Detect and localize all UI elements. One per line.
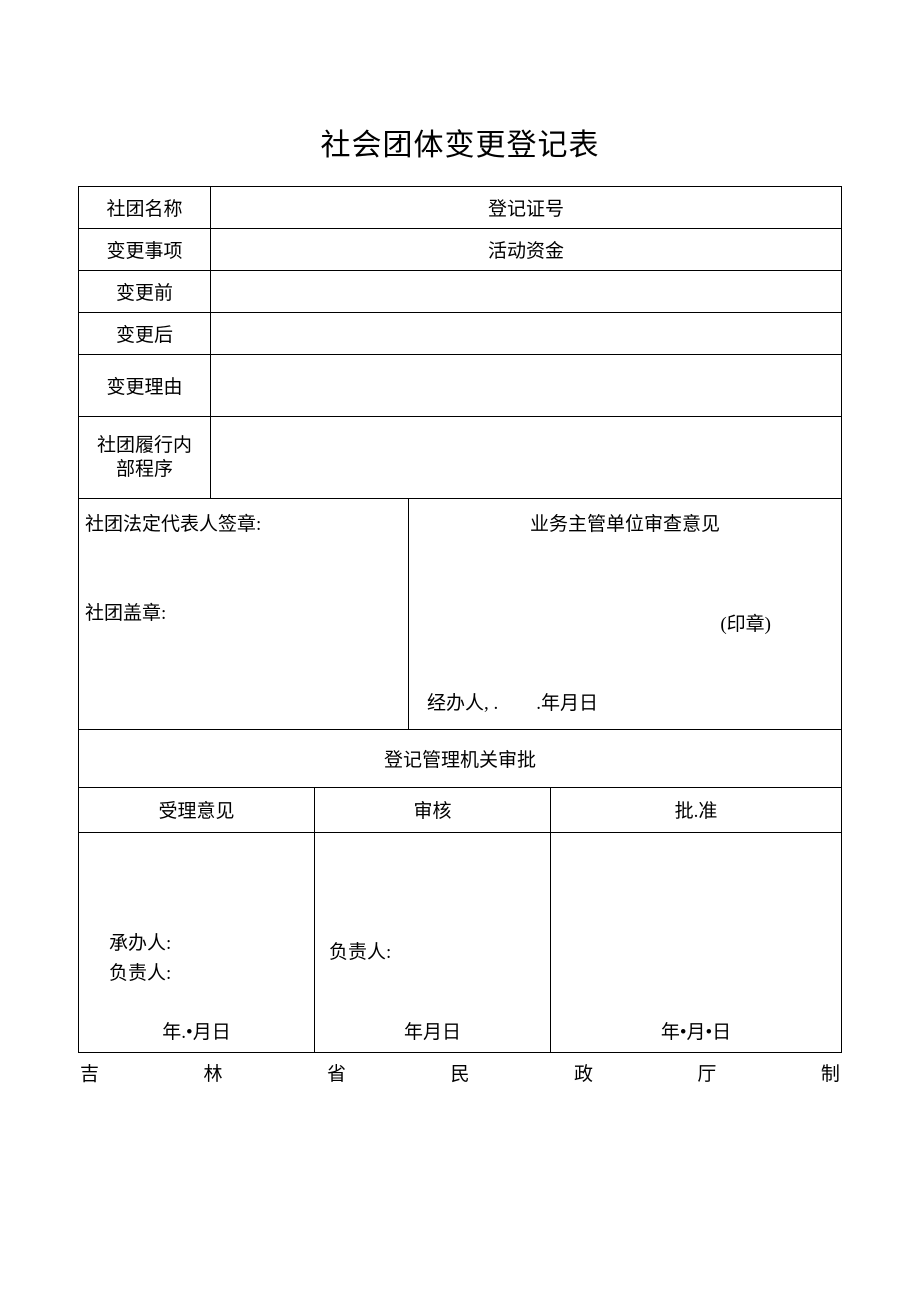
col1-lines: 承办人: 负责人: — [109, 929, 171, 989]
before-value[interactable] — [211, 271, 842, 313]
sig-right-cell: 业务主管单位审查意见 (印章) 经办人, . .年月日 — [409, 499, 842, 729]
col2-line1: 负责人: — [329, 937, 391, 964]
page-title: 社会团体变更登记表 — [78, 120, 842, 164]
col1-inner: 承办人: 负责人: 年.•月日 — [79, 833, 314, 1052]
after-value[interactable] — [211, 313, 842, 355]
document-page: 社会团体变更登记表 社团名称 登记证号 变更事项 活动资金 变更前 变更后 变更… — [0, 0, 920, 1086]
change-item-label: 变更事项 — [79, 229, 211, 271]
reason-value[interactable] — [211, 355, 842, 417]
footer-ch6: 厅 — [697, 1059, 716, 1086]
org-seal-label: 社团盖章: — [85, 598, 402, 625]
col2-head: 审核 — [315, 788, 551, 832]
col1-head: 受理意见 — [79, 788, 315, 832]
footer-ch5: 政 — [574, 1059, 593, 1086]
col3-inner: 年•月•日 — [551, 833, 841, 1052]
signature-table: 社团法定代表人签章: 社团盖章: 业务主管单位审查意见 (印章) 经办人, . … — [78, 499, 842, 730]
footer-ch3: 省 — [327, 1059, 346, 1086]
after-label: 变更后 — [79, 313, 211, 355]
reg-no-label: 登记证号 — [211, 187, 842, 229]
col2-body: 负责人: 年月日 — [315, 832, 551, 1052]
col1-line1: 承办人: — [109, 929, 171, 959]
footer-ch1: 吉 — [80, 1059, 99, 1086]
before-label: 变更前 — [79, 271, 211, 313]
rep-sign-label: 社团法定代表人签章: — [85, 509, 402, 536]
procedure-value[interactable] — [211, 417, 842, 499]
org-name-label: 社团名称 — [79, 187, 211, 229]
supervisor-opinion-label: 业务主管单位审查意见 — [409, 499, 841, 536]
footer-ch4: 民 — [450, 1059, 469, 1086]
col2-inner: 负责人: 年月日 — [315, 833, 550, 1052]
change-item-value: 活动资金 — [211, 229, 842, 271]
col1-line2: 负责人: — [109, 959, 171, 989]
footer-ch7: 制 — [821, 1059, 840, 1086]
footer-ch2: 林 — [203, 1059, 222, 1086]
sig-left-inner: 社团法定代表人签章: 社团盖章: — [79, 499, 408, 635]
footer-line: 吉 林 省 民 政 厅 制 — [78, 1059, 842, 1086]
form-table: 社团名称 登记证号 变更事项 活动资金 变更前 变更后 变更理由 社团履行内部程… — [78, 186, 842, 499]
procedure-label-text: 社团履行内部程序 — [79, 434, 210, 482]
sig-right-inner: 业务主管单位审查意见 (印章) 经办人, . .年月日 — [409, 499, 841, 729]
col3-body: 年•月•日 — [551, 832, 842, 1052]
col2-date: 年月日 — [315, 1017, 550, 1044]
approval-header: 登记管理机关审批 — [79, 730, 842, 788]
col3-head: 批.准 — [551, 788, 842, 832]
col1-date: 年.•月日 — [79, 1017, 314, 1044]
procedure-label: 社团履行内部程序 — [79, 417, 211, 499]
reason-label: 变更理由 — [79, 355, 211, 417]
seal-label: (印章) — [720, 609, 771, 636]
sig-left-cell: 社团法定代表人签章: 社团盖章: — [79, 499, 409, 729]
approval-table: 登记管理机关审批 — [78, 730, 842, 789]
col1-body: 承办人: 负责人: 年.•月日 — [79, 832, 315, 1052]
col3-date: 年•月•日 — [551, 1017, 841, 1044]
handler-date-label: 经办人, . .年月日 — [427, 688, 598, 715]
approval-columns-table: 受理意见 审核 批.准 承办人: 负责人: 年.•月日 负责人: 年月日 — [78, 788, 842, 1053]
